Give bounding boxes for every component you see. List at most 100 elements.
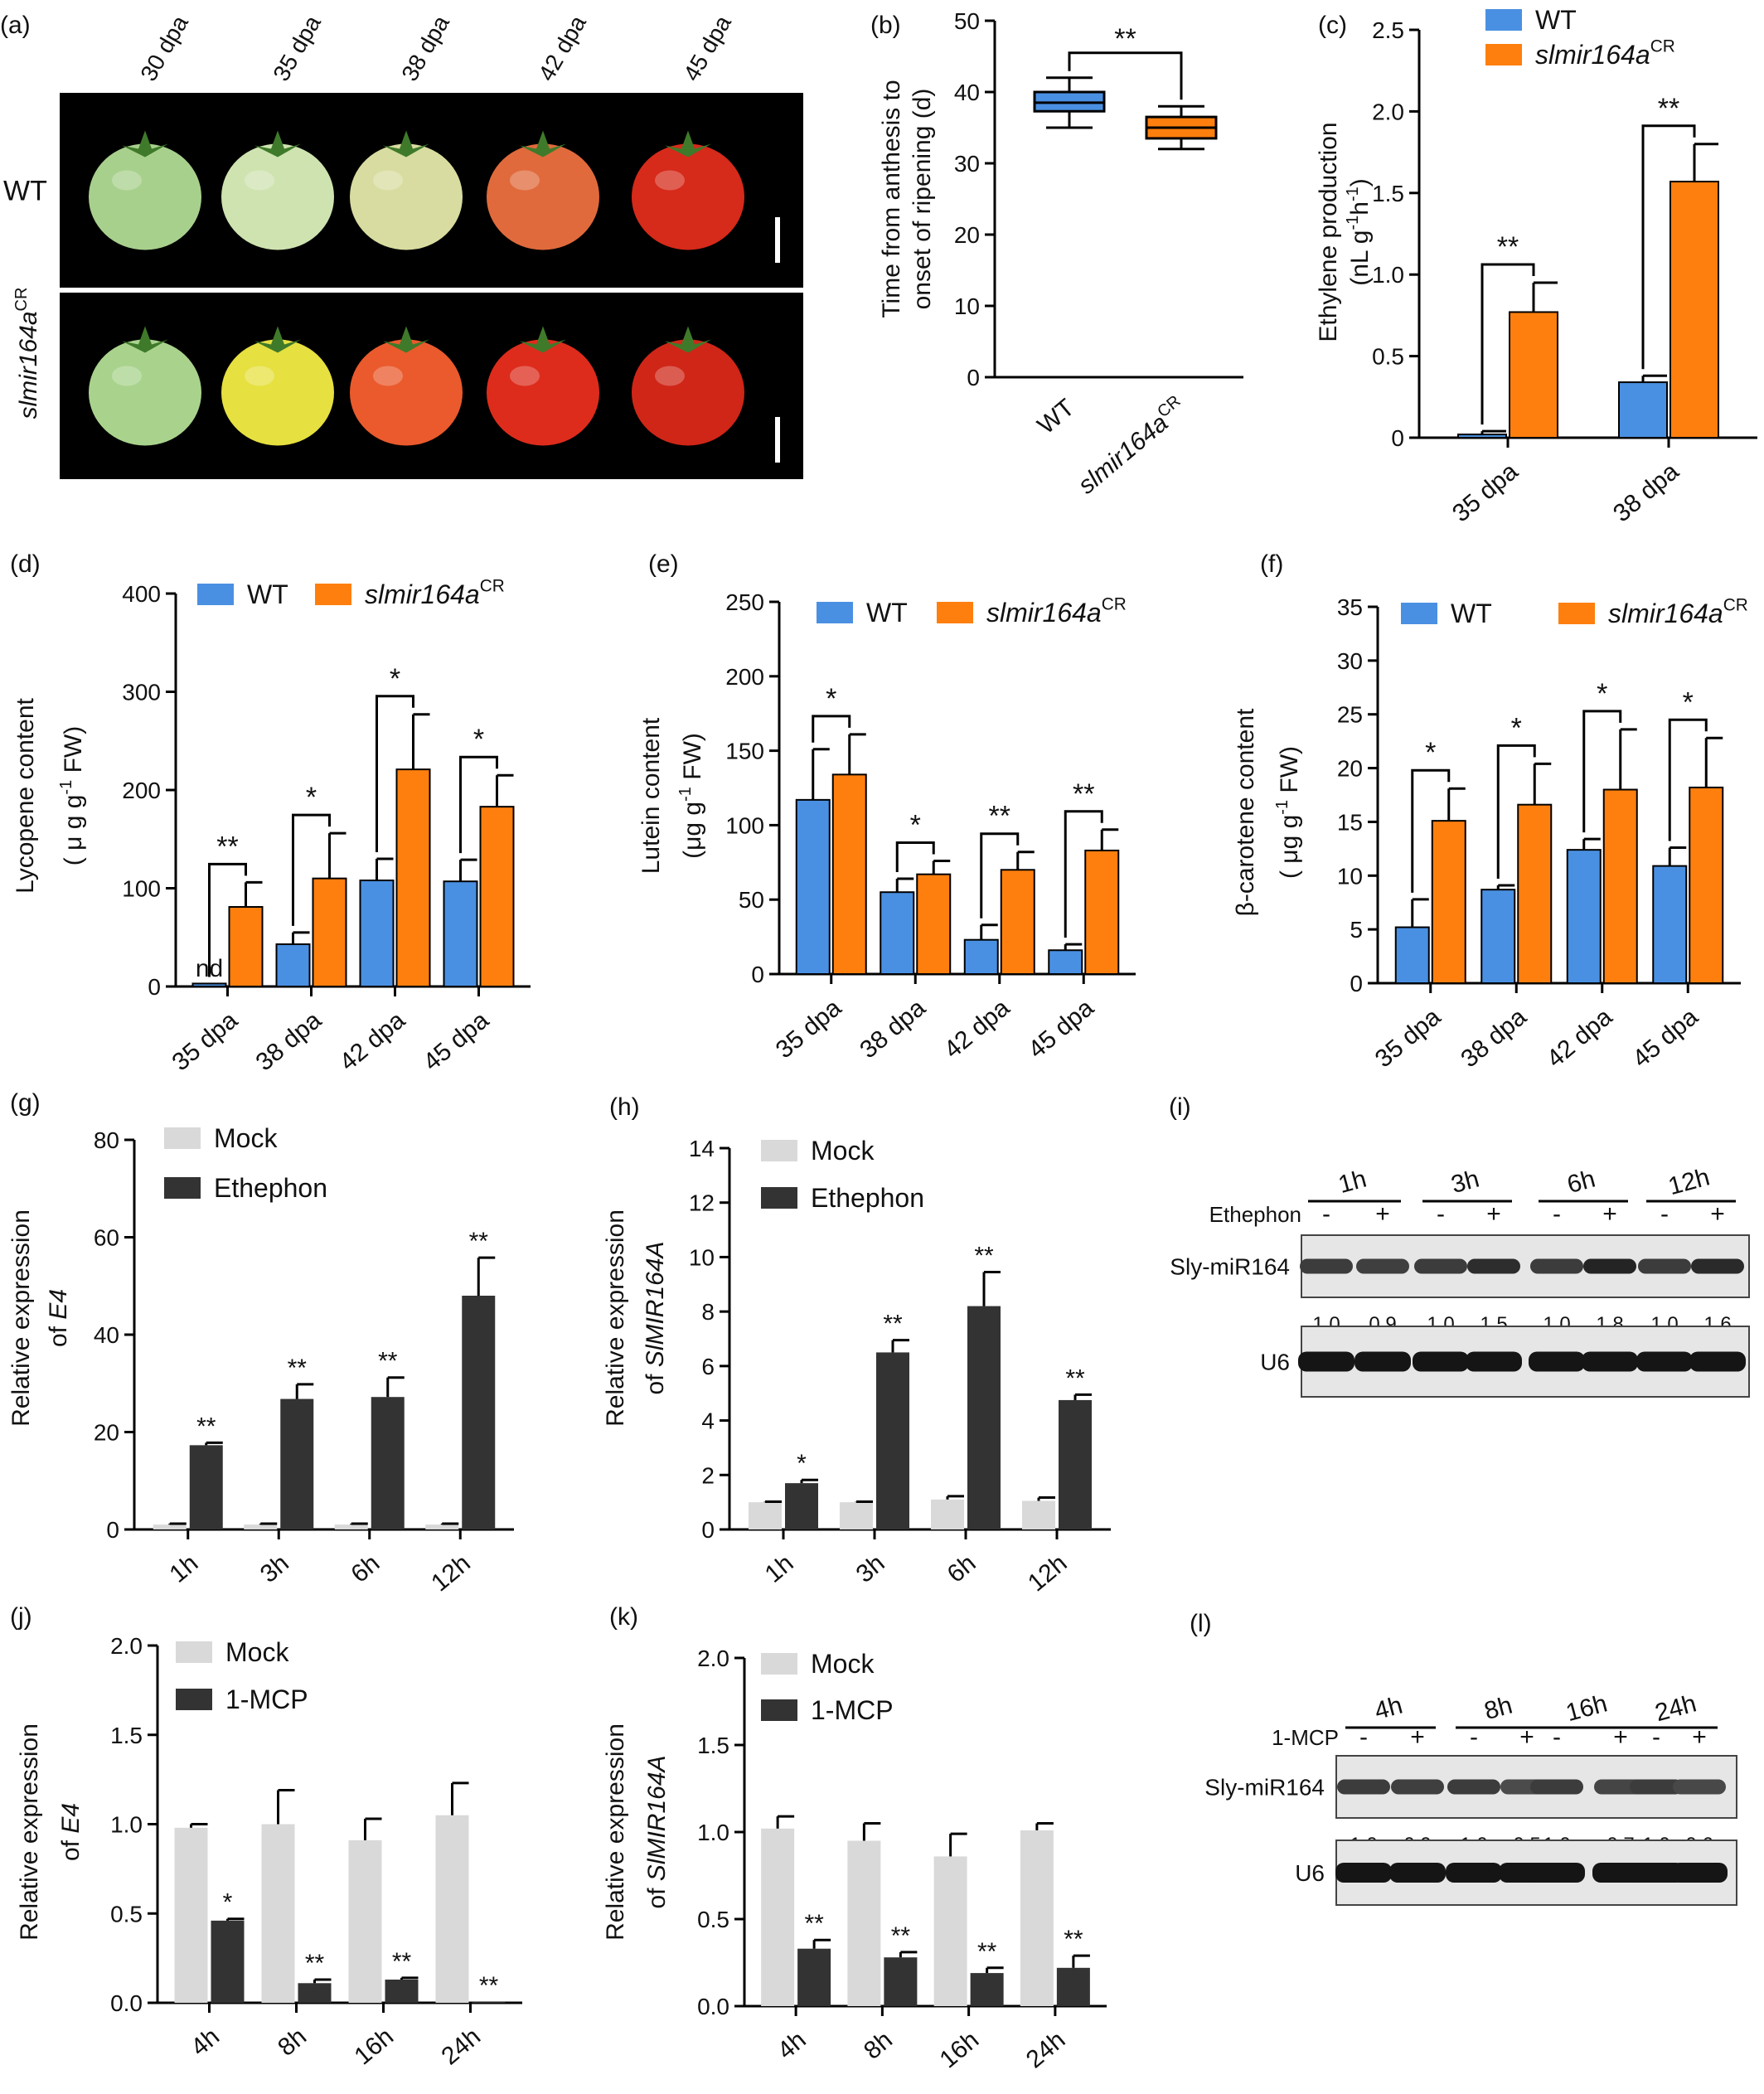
bar [1022, 1500, 1055, 1529]
y-axis-label: of E4 [45, 1289, 72, 1347]
sig-label: * [797, 1450, 807, 1477]
y-tick-label: 0 [1391, 425, 1404, 451]
fruit-body [221, 339, 334, 446]
y-tick-label: 12 [689, 1190, 715, 1216]
sig-label: ** [216, 831, 238, 862]
panel-label-d: (d) [10, 550, 41, 578]
time-label: 3h [1448, 1166, 1482, 1200]
sig-bracket [376, 695, 414, 852]
sig-label: ** [804, 1910, 824, 1937]
fruit-body [350, 339, 463, 446]
sig-bracket [980, 832, 1020, 919]
y-tick-label: 0 [701, 1517, 715, 1543]
x-tick-label: 16h [349, 2023, 399, 2070]
time-label: 1h [1335, 1166, 1369, 1200]
sign-label: + [1410, 1723, 1425, 1751]
legend-label: slmir164aCR [365, 577, 505, 609]
y-axis-label: Lutein content [637, 717, 665, 874]
legend-swatch [197, 584, 234, 605]
bar [472, 2001, 506, 2003]
y-tick-label: 25 [1337, 702, 1363, 728]
legend-label: slmir164aCR [1608, 596, 1748, 628]
legend-label: slmir164aCR [1535, 37, 1675, 70]
x-tick-label: 12h [426, 1549, 476, 1597]
sign-label: - [1553, 1723, 1561, 1751]
fruit-highlight [655, 170, 685, 191]
gel-band [1298, 1351, 1354, 1372]
x-tick-label: 6h [943, 1549, 981, 1588]
sign-label: + [1613, 1723, 1628, 1751]
tomato-fruit [350, 326, 463, 446]
gel-band [1337, 1779, 1390, 1795]
sig-bracket [292, 813, 331, 926]
y-axis-label: Relative expression [7, 1209, 35, 1427]
sig-label: ** [196, 1413, 216, 1440]
time-label: 12h [1665, 1163, 1713, 1200]
sig-label: ** [479, 1972, 499, 1999]
sign-label: - [1437, 1200, 1445, 1228]
sign-label: - [1470, 1723, 1478, 1751]
row-label-wt: WT [3, 176, 47, 207]
bar [189, 1445, 223, 1529]
y-axis-label: Relative expression [602, 1723, 629, 1941]
gel-band [1467, 1258, 1520, 1274]
fruit-body [89, 143, 201, 250]
stage-label: 45 dpa [678, 11, 736, 85]
panel-k: (k) 0.0 0.5 1.0 1.5 2.0 Relative expression of … [602, 1603, 1107, 2074]
bar [1056, 1967, 1090, 2006]
gel-band [1391, 1779, 1444, 1795]
y-tick-label: 0.5 [1372, 344, 1404, 370]
bar [761, 1828, 795, 2006]
scale-bar [775, 217, 780, 263]
x-tick-label: 1h [760, 1549, 799, 1588]
time-label: 4h [1372, 1692, 1406, 1726]
x-tick-label: 35 dpa [1447, 458, 1524, 527]
y-axis-label: Time from anthesis to [878, 80, 905, 317]
y-axis-label: β-carotene content [1232, 708, 1259, 916]
y-tick-label: 50 [954, 8, 980, 34]
bar [312, 877, 347, 988]
x-tick-label: 38 dpa [1456, 1003, 1532, 1073]
bar [1517, 803, 1553, 984]
fruit-calyx [383, 130, 429, 158]
panel-label-b: (b) [870, 12, 901, 39]
sig-label: * [390, 663, 400, 695]
y-tick-label: 20 [94, 1420, 119, 1446]
legend-swatch [315, 584, 351, 605]
bar [967, 1306, 1001, 1529]
legend-label: Ethephon [214, 1173, 327, 1203]
bar [840, 1502, 873, 1529]
y-axis-label: of SlMIR164A [643, 1755, 671, 1908]
legend-swatch [164, 1177, 201, 1199]
bar [348, 1840, 382, 2003]
bar [1652, 865, 1688, 985]
sign-label: - [1553, 1200, 1561, 1228]
sig-label: ** [392, 1948, 412, 1975]
tomato-fruit [221, 326, 334, 446]
panel-c: (c) 0 0.5 1.0 1.5 2.0 2.5 Ethylene production (n… [1315, 5, 1757, 527]
y-tick-label: 1.5 [110, 1723, 143, 1748]
panel-d: (d) 0 100 200 300 400 Lycopene content ( μ g g-… [10, 550, 531, 1076]
x-tick-label: 6h [346, 1549, 385, 1588]
panel-j: (j) 0.0 0.5 1.0 1.5 2.0 Relative expression of … [10, 1603, 522, 2071]
sig-label: * [910, 810, 921, 841]
y-axis-unit-label: (μg g-1 FW) [676, 733, 706, 859]
y-tick-label: 400 [122, 581, 161, 607]
y-tick-label: 30 [1337, 648, 1363, 674]
y-tick-label: 20 [1337, 756, 1363, 782]
sig-label: ** [974, 1243, 994, 1270]
x-tick-label: 38 dpa [250, 1006, 327, 1076]
legend-swatch [1401, 603, 1437, 624]
panel-label-e: (e) [648, 550, 679, 578]
gel-band [1691, 1258, 1744, 1274]
sign-label: - [1652, 1723, 1660, 1751]
fruit-calyx [254, 326, 301, 353]
y-tick-label: 60 [94, 1225, 119, 1251]
sig-label: ** [469, 1228, 489, 1255]
bar [244, 1524, 278, 1529]
stage-label: 30 dpa [135, 11, 193, 85]
panel-h: (h) 0 2 4 6 8 10 12 14 Relative expression of SlMI… [602, 1093, 1111, 1597]
sig-bracket [208, 862, 247, 977]
gel-row-label: U6 [1260, 1350, 1290, 1375]
